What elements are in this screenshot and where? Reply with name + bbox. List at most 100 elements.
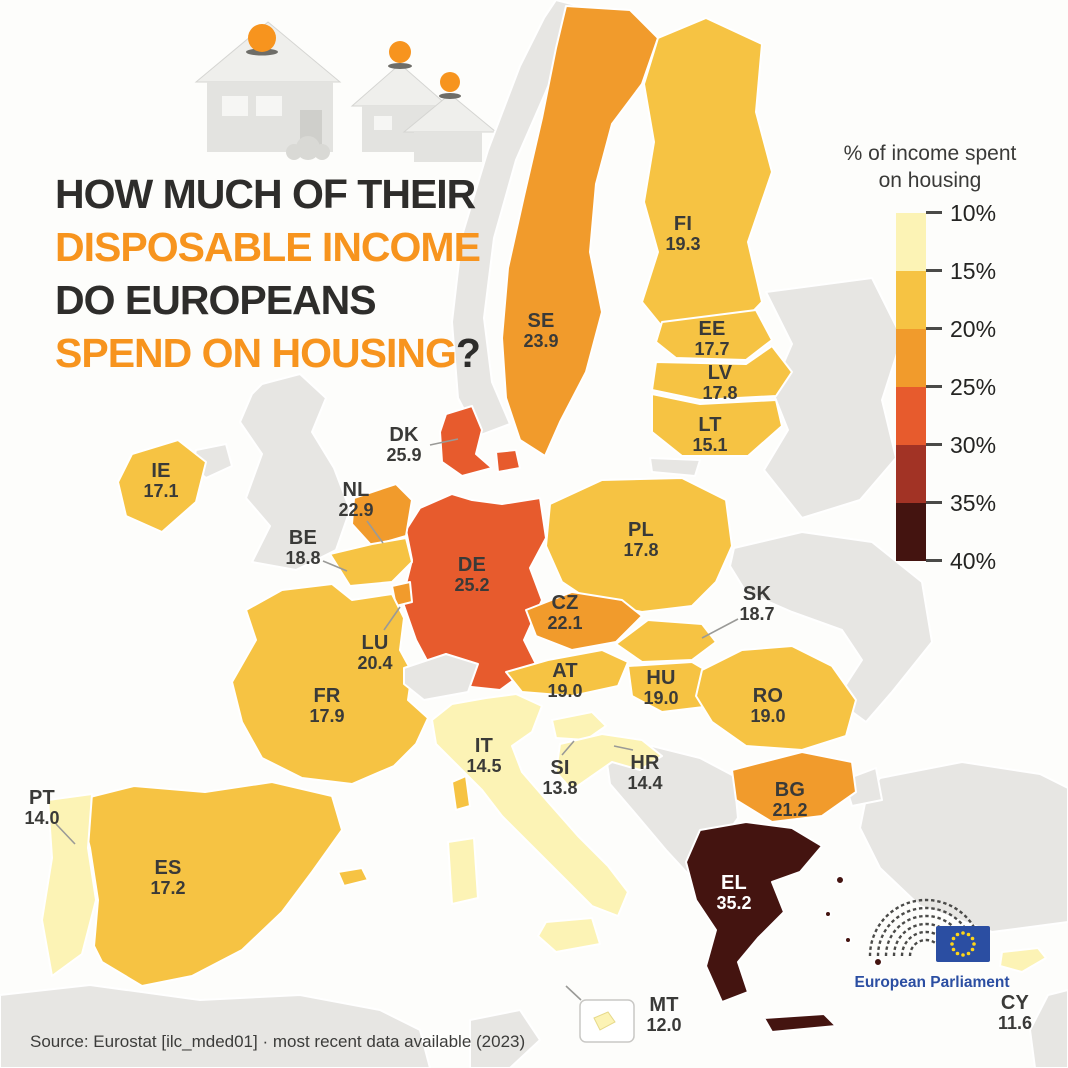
country-value: 14.0 <box>24 808 60 828</box>
country-code: AT <box>552 660 578 682</box>
country-value: 13.8 <box>542 778 578 798</box>
country-el-island <box>844 936 852 944</box>
country-nl <box>351 483 413 547</box>
leader-line-si <box>561 740 575 756</box>
country-label-ee: EE 17.7 <box>694 318 729 360</box>
country-code: NL <box>342 479 370 501</box>
legend-segment-15-20 <box>896 271 926 329</box>
country-mt <box>593 1011 616 1031</box>
leader-line-dk <box>429 438 459 446</box>
title-line-1: HOW MUCH OF THEIR <box>55 171 476 217</box>
country-lv <box>651 345 793 401</box>
country-value: 17.7 <box>694 339 730 359</box>
country-value: 23.9 <box>523 331 559 351</box>
eu-flag-icon <box>936 926 990 962</box>
country-label-fi: FI 19.3 <box>665 213 700 255</box>
country-code: FR <box>313 685 341 707</box>
country-fr-corsica <box>451 775 471 811</box>
eu-countries <box>41 5 857 987</box>
leader-line-pt <box>55 823 76 845</box>
country-code: LU <box>361 632 389 654</box>
legend-label-35: 35% <box>950 490 997 516</box>
country-cz <box>525 591 643 651</box>
legend-label-25: 25% <box>950 374 997 400</box>
landmass-tunisia <box>469 1009 541 1068</box>
country-code: MT <box>649 994 679 1016</box>
country-label-el: EL 35.2 <box>716 872 751 914</box>
landmass-levant <box>1029 989 1068 1068</box>
country-value: 20.4 <box>357 653 393 673</box>
country-label-lt: LT 15.1 <box>692 414 727 456</box>
legend-label-15: 15% <box>950 258 997 284</box>
european-parliament-logo <box>868 898 990 962</box>
country-el-island <box>873 957 883 967</box>
leader-lines <box>55 438 739 1001</box>
country-lt <box>651 393 783 457</box>
coin-icon <box>389 41 411 63</box>
country-value: 14.5 <box>466 756 502 776</box>
country-code: SK <box>742 583 772 605</box>
country-value: 25.2 <box>454 575 490 595</box>
country-dk-island <box>495 449 521 473</box>
house-roof <box>350 63 450 107</box>
country-value: 19.3 <box>665 234 701 254</box>
country-el-island <box>835 875 845 885</box>
country-label-fr: FR 17.9 <box>309 685 344 727</box>
country-label-dk: DK 25.9 <box>386 424 421 466</box>
legend-tick-mark <box>926 559 942 562</box>
country-value: 15.1 <box>692 435 728 455</box>
european-parliament-label: European Parliament <box>854 974 1010 991</box>
legend-label-40: 40% <box>950 548 997 574</box>
country-pt <box>41 793 97 977</box>
country-el-crete <box>763 1013 837 1033</box>
country-label-sk: SK 18.7 <box>739 583 774 625</box>
country-value: 22.9 <box>338 500 374 520</box>
country-code: HU <box>646 667 676 689</box>
country-label-be: BE 18.8 <box>285 527 320 569</box>
legend-segment-25-30 <box>896 387 926 445</box>
country-fr <box>231 583 429 785</box>
country-it-sardinia <box>447 837 479 905</box>
country-sk <box>615 619 717 663</box>
country-code: DK <box>389 424 419 446</box>
page-title: HOW MUCH OF THEIR DISPOSABLE INCOME DO E… <box>55 168 481 380</box>
country-it <box>431 693 629 917</box>
country-label-pl: PL 17.8 <box>623 519 658 561</box>
title-line-3: DO EUROPEANS <box>55 277 377 323</box>
country-pl <box>545 477 733 613</box>
house-window <box>374 116 392 130</box>
coin-icon <box>440 72 460 92</box>
country-code: IE <box>151 460 171 482</box>
country-code: EE <box>698 318 726 340</box>
country-fi <box>641 17 773 345</box>
country-be <box>329 537 413 587</box>
landmass-uk <box>239 373 351 571</box>
country-label-se: SE 23.9 <box>523 310 558 352</box>
legend-title-line-1: % of income spent <box>843 142 1017 165</box>
country-value: 19.0 <box>547 681 583 701</box>
country-label-bg: BG 21.2 <box>772 779 807 821</box>
country-code: LV <box>707 362 733 384</box>
legend-tick-mark <box>926 501 942 504</box>
country-label-cy: CY 11.6 <box>998 992 1032 1034</box>
country-label-si: SI 13.8 <box>542 757 577 799</box>
country-value: 11.6 <box>997 1013 1033 1033</box>
legend-tick-mark <box>926 211 942 214</box>
country-label-ie: IE 17.1 <box>143 460 178 502</box>
country-it-sicily <box>537 917 601 953</box>
legend-title-line-2: on housing <box>878 169 982 192</box>
country-label-cz: CZ 22.1 <box>547 592 582 634</box>
country-code: ES <box>154 857 182 879</box>
leader-line-sk <box>701 618 739 639</box>
legend-color-scale <box>896 213 926 561</box>
country-code: BG <box>774 779 806 801</box>
country-value: 22.1 <box>547 613 583 633</box>
country-value: 17.9 <box>309 706 345 726</box>
country-code: CZ <box>551 592 579 614</box>
title-line-4: SPEND ON HOUSING? <box>55 327 481 380</box>
country-value: 17.8 <box>623 540 659 560</box>
legend-title: % of income spent on housing <box>818 140 1042 194</box>
country-value: 19.0 <box>750 706 786 726</box>
